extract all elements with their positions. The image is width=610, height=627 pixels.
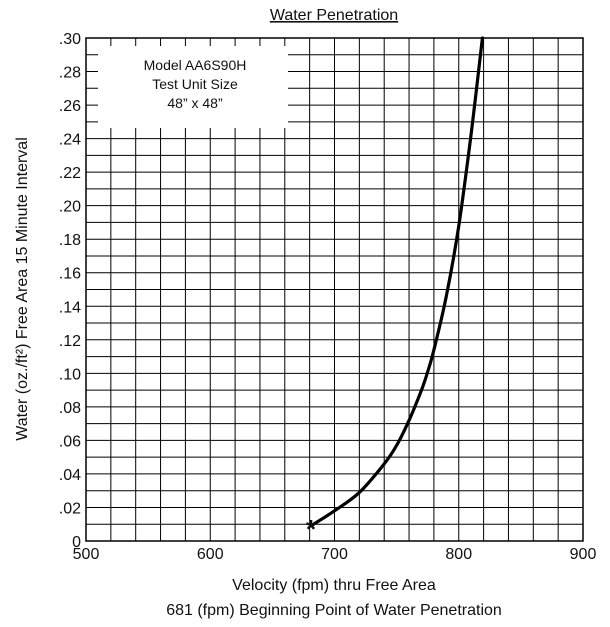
plot-frame (85, 37, 584, 542)
chart-text: Water Penetration Velocity (fpm) thru Fr… (14, 7, 502, 619)
x-tick-label: 500 (73, 546, 100, 563)
plot-border (85, 37, 584, 542)
y-tick-label: .14 (59, 299, 81, 316)
x-tick-label: 800 (445, 546, 472, 563)
start-point-marker: * (306, 514, 317, 544)
series-line (309, 36, 484, 528)
series-layer: * (306, 36, 484, 544)
legend-line: 48” x 48” (167, 95, 223, 111)
y-tick-label: .12 (59, 333, 81, 350)
y-tick-label: .20 (59, 199, 81, 216)
x-axis-label: Velocity (fpm) thru Free Area (232, 577, 436, 594)
y-tick-label: .26 (59, 98, 81, 115)
chart-title: Water Penetration (270, 7, 398, 24)
y-tick-label: .04 (59, 467, 81, 484)
legend-box: Model AA6S90H Test Unit Size 48” x 48” (98, 46, 288, 128)
x-tick-label: 700 (321, 546, 348, 563)
legend-background (98, 46, 288, 128)
footnote: 681 (fpm) Beginning Point of Water Penet… (166, 602, 502, 619)
y-tick-label: .02 (59, 500, 81, 517)
legend-line: Model AA6S90H (144, 57, 247, 73)
y-tick-label: .18 (59, 232, 81, 249)
y-tick-label: .28 (59, 65, 81, 82)
y-tick-label: .30 (59, 31, 81, 48)
legend-line: Test Unit Size (152, 76, 238, 92)
tick-labels: 0 .02 .04 .06 .08 .10 .12 .14 .16 .18 .20 .22 .24 .26… (59, 31, 597, 563)
y-tick-label: .16 (59, 266, 81, 283)
y-axis-label: Water (oz./ft²) Free Area 15 Minute Inte… (14, 137, 31, 441)
y-tick-label: .08 (59, 400, 81, 417)
y-tick-label: .10 (59, 366, 81, 383)
y-tick-label: .24 (59, 132, 81, 149)
x-tick-label: 600 (197, 546, 224, 563)
y-tick-label: .22 (59, 165, 81, 182)
y-tick-label: .06 (59, 433, 81, 450)
y-tick-label: 0 (72, 534, 81, 551)
x-tick-label: 900 (570, 546, 597, 563)
